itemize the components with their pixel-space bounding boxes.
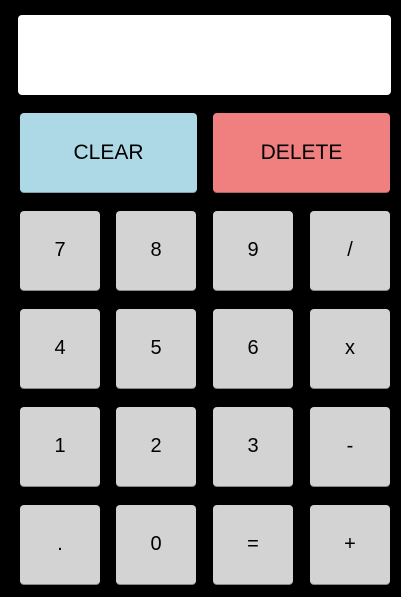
add-button[interactable]: +: [310, 505, 390, 585]
delete-button[interactable]: DELETE: [213, 113, 390, 193]
key-4-button[interactable]: 4: [20, 309, 100, 389]
calculator-display: [18, 15, 391, 95]
key-2-button[interactable]: 2: [116, 407, 196, 487]
key-8-button[interactable]: 8: [116, 211, 196, 291]
key-5-button[interactable]: 5: [116, 309, 196, 389]
multiply-button[interactable]: x: [310, 309, 390, 389]
decimal-button[interactable]: .: [20, 505, 100, 585]
clear-button[interactable]: CLEAR: [20, 113, 197, 193]
divide-button[interactable]: /: [310, 211, 390, 291]
key-0-button[interactable]: 0: [116, 505, 196, 585]
subtract-button[interactable]: -: [310, 407, 390, 487]
key-6-button[interactable]: 6: [213, 309, 293, 389]
key-3-button[interactable]: 3: [213, 407, 293, 487]
key-9-button[interactable]: 9: [213, 211, 293, 291]
key-7-button[interactable]: 7: [20, 211, 100, 291]
key-1-button[interactable]: 1: [20, 407, 100, 487]
equals-button[interactable]: =: [213, 505, 293, 585]
